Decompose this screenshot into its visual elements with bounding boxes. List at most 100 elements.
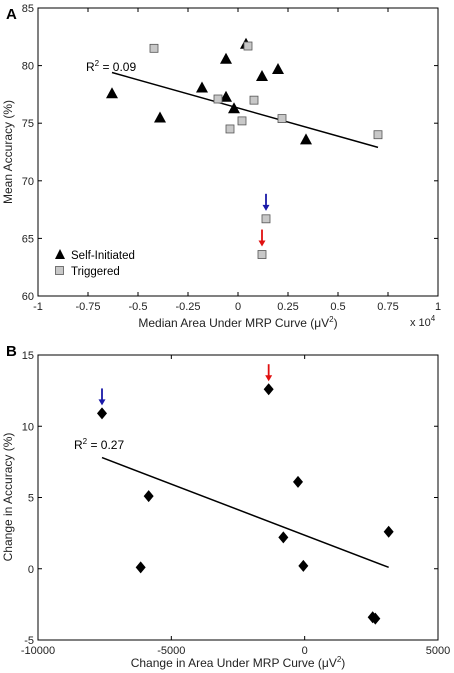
panel-b-r2-tail: = 0.27 [87, 438, 124, 452]
legend-self-initiated: Self-Initiated [71, 250, 135, 262]
data-point-triangle [300, 133, 312, 145]
panel-a-x-multiplier-exp: 4 [431, 314, 436, 323]
y-tick-label: 75 [22, 118, 34, 130]
y-tick-label: 85 [22, 3, 34, 15]
y-tick-label: 0 [28, 564, 34, 576]
x-tick-label: 5000 [426, 645, 450, 657]
blue-arrow-indicator-head [98, 399, 106, 406]
data-point-square [249, 95, 259, 105]
data-point-diamond [143, 490, 154, 503]
data-point-diamond [263, 383, 274, 396]
panel-b-r2-label: R2 = 0.27 [74, 437, 124, 452]
x-tick-label: -5000 [157, 645, 185, 657]
panel-b-axes-frame [37, 354, 439, 641]
panel-b-y-axis-label: Change in Accuracy (%) [1, 433, 15, 562]
panel-b-x-axis-label-sup: 2 [337, 655, 342, 664]
data-point-diamond [293, 475, 303, 488]
x-tick-label: -0.25 [175, 301, 200, 313]
x-tick-label: 0.25 [277, 301, 298, 313]
panel-a-data-points [106, 37, 383, 259]
data-point-square [261, 214, 271, 224]
legend-triangle-marker [55, 249, 65, 259]
x-tick-label: -10000 [21, 645, 55, 657]
panel-a-regression-line [111, 71, 379, 149]
x-tick-label: 0.75 [377, 301, 398, 313]
panel-a-x-axis-label: Median Area Under MRP Curve (μV2) [138, 315, 337, 330]
data-point-diamond [370, 612, 381, 625]
panel-b-x-axis-label-tail: ) [341, 656, 345, 670]
panel-b-x-axis-label-main: Change in Area Under MRP Curve (μV [131, 656, 337, 670]
y-tick-label: -5 [24, 635, 34, 647]
blue-arrow-indicator-head [262, 204, 270, 211]
panel-a-arrows [258, 193, 270, 247]
data-point-triangle [272, 63, 284, 75]
panel-b-x-ticks: -10000 -5000 0 5000 [21, 355, 450, 657]
data-point-diamond [383, 525, 394, 538]
data-point-diamond [97, 407, 107, 420]
x-tick-label: 1 [435, 301, 441, 313]
panel-a-x-ticks: -1 -0.75 -0.5 -0.25 0 0.25 0.5 0.75 1 [33, 8, 441, 313]
y-tick-label: 65 [22, 233, 34, 245]
x-tick-label: -0.75 [75, 301, 100, 313]
y-tick-label: 10 [22, 421, 34, 433]
red-arrow-indicator [265, 364, 273, 382]
panel-a-x-axis-label-sup: 2 [329, 315, 334, 324]
panel-b-arrows [98, 364, 273, 406]
red-arrow-indicator-head [258, 240, 266, 247]
data-point-square [213, 94, 223, 104]
x-tick-label: -1 [33, 301, 43, 313]
data-point-square [149, 43, 159, 53]
panel-b-scatter-plot: B -5 0 5 10 15 -10000 -5000 0 5000 Change in Ac… [1, 343, 450, 670]
data-point-square [373, 130, 383, 140]
panel-a-y-ticks: 60 65 70 75 80 85 [22, 3, 438, 303]
panel-a-r2-main: R [86, 60, 95, 74]
data-point-square [237, 116, 247, 126]
data-point-triangle [228, 102, 240, 114]
data-point-triangle [220, 52, 232, 64]
panel-b-data-points [97, 383, 394, 625]
panel-a-label: A [6, 6, 17, 23]
y-tick-label: 70 [22, 176, 34, 188]
x-tick-label: -0.5 [129, 301, 148, 313]
blue-arrow-indicator [262, 193, 270, 211]
data-point-triangle [220, 90, 232, 102]
panel-a-x-axis-label-tail: ) [334, 316, 338, 330]
data-point-square [243, 41, 253, 51]
panel-a-r2-sup: 2 [95, 59, 100, 68]
panel-b-regression-line [101, 456, 389, 569]
blue-arrow-indicator [98, 388, 106, 406]
y-tick-label: 15 [22, 350, 34, 362]
data-point-diamond [278, 531, 289, 544]
red-arrow-indicator [258, 229, 266, 247]
panel-a-legend: Self-Initiated Triggered [55, 249, 135, 278]
legend-square-marker [55, 266, 64, 275]
data-point-triangle [106, 87, 118, 99]
y-tick-label: 60 [22, 291, 34, 303]
data-point-triangle [154, 111, 166, 123]
panel-a-x-multiplier-main: x 10 [410, 317, 431, 329]
legend-triggered: Triggered [71, 266, 120, 278]
y-tick-label: 5 [28, 493, 34, 505]
panel-a-x-multiplier: x 104 [410, 314, 436, 329]
red-arrow-indicator-head [265, 375, 273, 382]
data-point-triangle [256, 69, 268, 81]
data-point-diamond [135, 561, 146, 574]
panel-b-r2-main: R [74, 438, 83, 452]
x-tick-label: 0 [302, 645, 308, 657]
panel-a-r2-label: R2 = 0.09 [86, 59, 136, 74]
panel-b-label: B [6, 343, 17, 360]
panel-b-x-axis-label: Change in Area Under MRP Curve (μV2) [131, 655, 346, 670]
panel-a-y-axis-label: Mean Accuracy (%) [1, 100, 15, 204]
data-point-square [277, 114, 287, 123]
y-tick-label: 80 [22, 61, 34, 73]
panel-a-r2-tail: = 0.09 [99, 60, 136, 74]
panel-a-scatter-plot: A 60 65 70 75 80 85 -1 -0.75 -0.5 -0.25 0 0.25 0.5 0… [1, 3, 441, 330]
data-point-square [225, 124, 235, 134]
data-point-diamond [298, 559, 309, 572]
panel-a-x-axis-label-main: Median Area Under MRP Curve (μV [138, 316, 329, 330]
data-point-triangle [196, 81, 208, 93]
panel-b-r2-sup: 2 [83, 437, 88, 446]
data-point-square [257, 250, 267, 259]
x-tick-label: 0.5 [330, 301, 345, 313]
